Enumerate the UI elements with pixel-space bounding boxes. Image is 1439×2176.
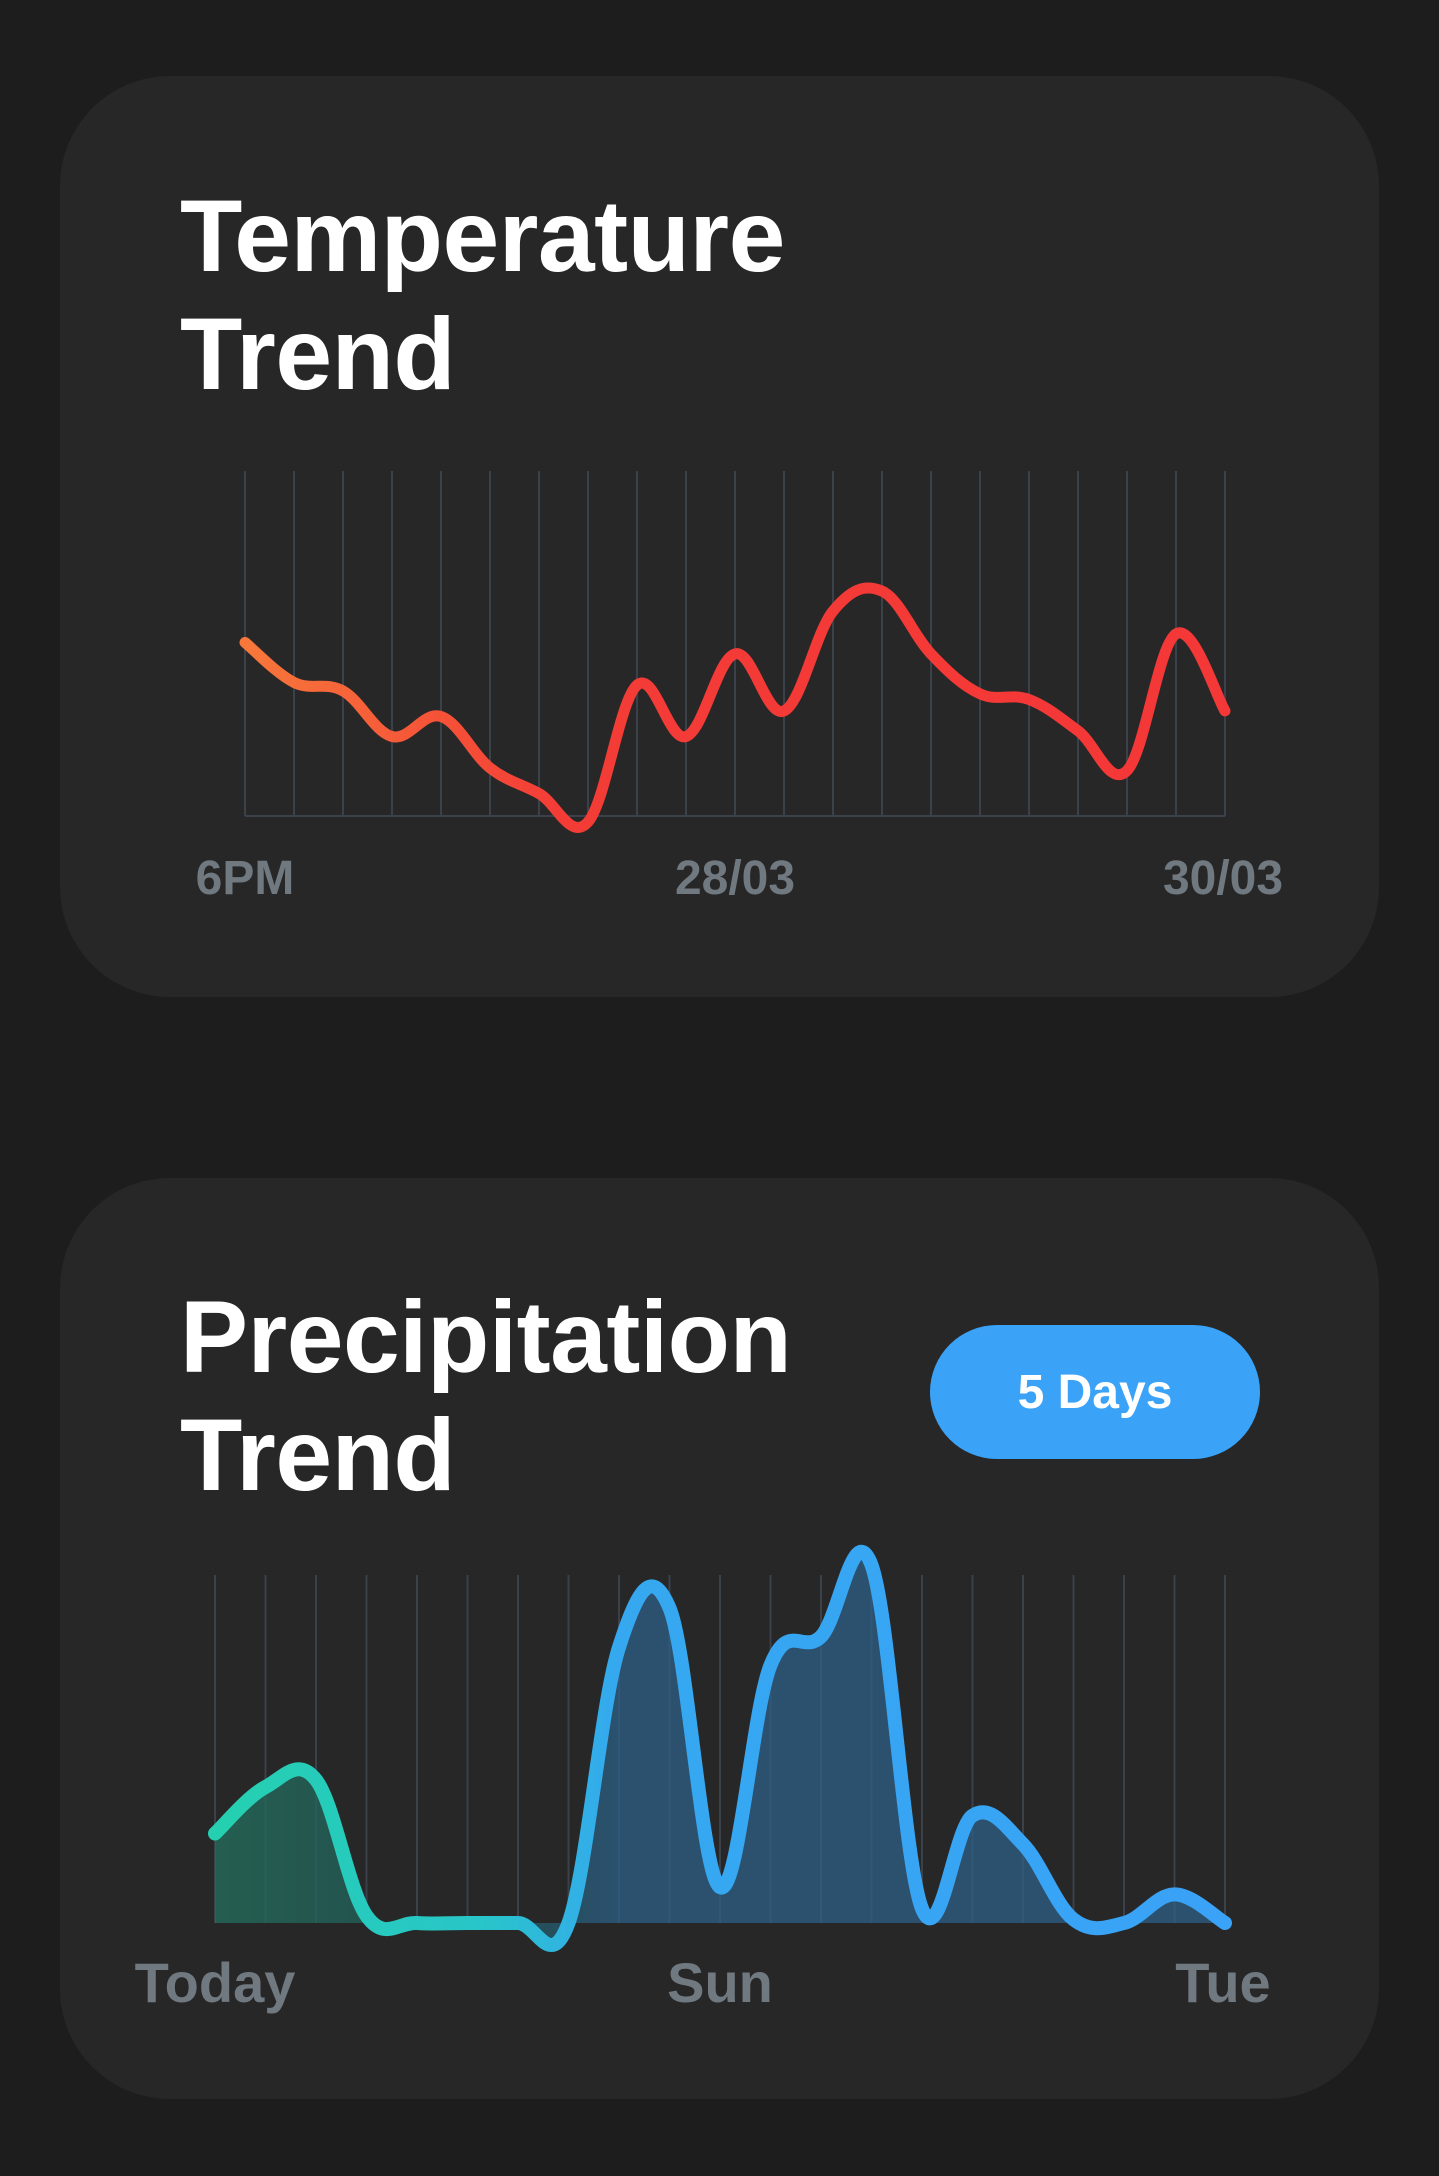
temperature-trend-card: Temperature Trend 6PM 28/03 30/03: [60, 76, 1379, 997]
precipitation-trend-card: Precipitation Trend 5 Days Today Sun Tue: [60, 1178, 1379, 2099]
x-axis-tick-label: 30/03: [1163, 852, 1283, 905]
precipitation-grid: [214, 1575, 1226, 1923]
precipitation-line: [208, 1545, 1232, 1952]
temperature-chart[interactable]: 6PM 28/03 30/03: [60, 76, 1379, 997]
x-axis-tick-label: Today: [135, 1951, 296, 2014]
x-axis-tick-label: Sun: [667, 1951, 773, 2014]
precipitation-title-line1: Precipitation: [180, 1280, 792, 1394]
temperature-title-line1: Temperature: [180, 179, 785, 293]
temperature-card-title: Temperature Trend: [180, 177, 785, 413]
temperature-line: [239, 582, 1231, 833]
x-axis-tick-label: 28/03: [675, 852, 795, 905]
precipitation-title-line2: Trend: [180, 1398, 456, 1512]
precipitation-area-fill: [215, 1551, 1225, 1946]
precipitation-chart[interactable]: Today Sun Tue: [60, 1178, 1379, 2099]
x-axis-tick-label: 6PM: [196, 852, 295, 905]
precipitation-card-title: Precipitation Trend: [180, 1278, 792, 1514]
temperature-grid: [244, 471, 1226, 817]
x-axis-tick-label: Tue: [1175, 1951, 1270, 2014]
range-5-days-button[interactable]: 5 Days: [930, 1325, 1260, 1459]
temperature-title-line2: Trend: [180, 297, 456, 411]
